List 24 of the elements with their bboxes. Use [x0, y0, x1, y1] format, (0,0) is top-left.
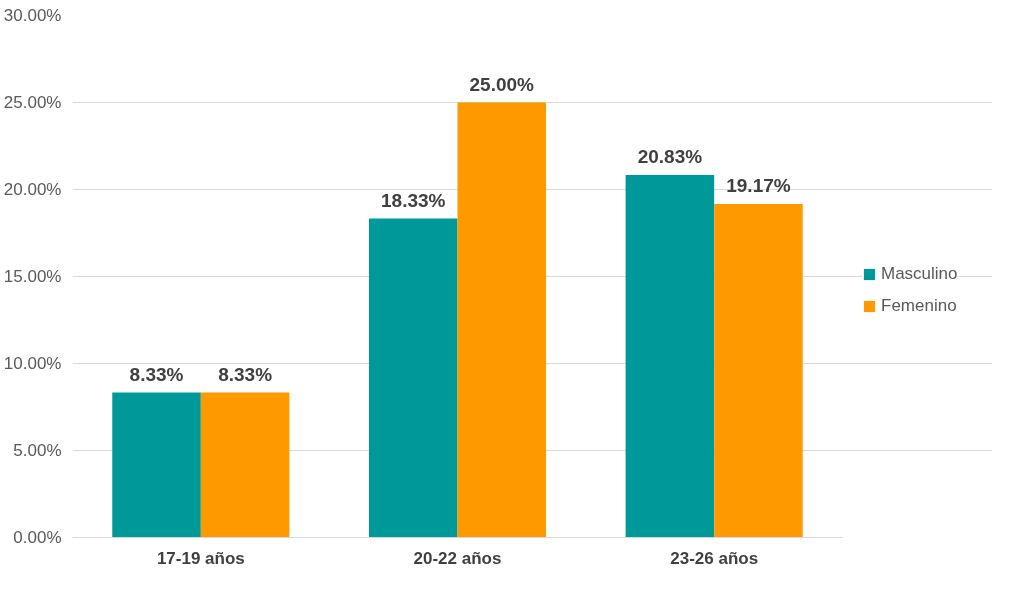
- data-label: 18.33%: [381, 189, 446, 211]
- y-tick-label: 25.00%: [3, 93, 62, 112]
- bar: [714, 203, 803, 538]
- bar: [200, 392, 290, 538]
- y-tick-label: 30.00%: [3, 6, 62, 25]
- bar: [112, 392, 201, 538]
- y-tick-label: 15.00%: [3, 267, 62, 286]
- y-tick-label: 20.00%: [3, 180, 62, 199]
- data-label: 25.00%: [469, 73, 535, 95]
- bar: [625, 175, 715, 538]
- legend-label: Femenino: [881, 296, 957, 316]
- bar: [457, 102, 547, 538]
- data-label: 8.33%: [218, 363, 273, 385]
- x-tick-label: 23-26 años: [670, 548, 759, 568]
- bar: [368, 218, 458, 538]
- y-tick-label: 0.00%: [13, 528, 62, 547]
- legend-label: Masculino: [881, 264, 958, 284]
- data-label: 19.17%: [726, 174, 791, 196]
- data-label: 20.83%: [637, 146, 703, 168]
- y-tick-label: 5.00%: [13, 441, 62, 460]
- x-tick-label: 20-22 años: [413, 548, 502, 568]
- y-tick-label: 10.00%: [3, 354, 62, 373]
- x-tick-label: 17-19 años: [156, 548, 245, 568]
- data-label: 8.33%: [129, 363, 184, 385]
